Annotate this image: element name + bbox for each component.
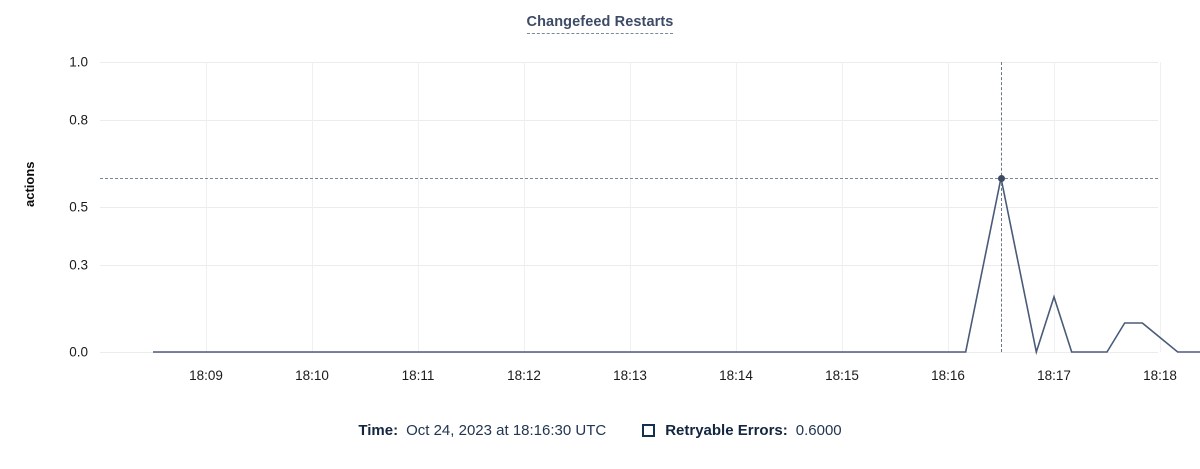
chart-title: Changefeed Restarts bbox=[0, 14, 1200, 34]
chart-title-text: Changefeed Restarts bbox=[526, 14, 674, 34]
chart-plot-area[interactable] bbox=[100, 62, 1200, 356]
x-axis-tick-label: 18:14 bbox=[719, 368, 753, 383]
x-axis-tick-label: 18:11 bbox=[401, 368, 435, 383]
gridline-vertical bbox=[948, 62, 949, 352]
y-axis-tick-label: 1.0 bbox=[69, 54, 88, 70]
y-axis-tick-label: 0.8 bbox=[69, 112, 88, 128]
gridline-vertical bbox=[312, 62, 313, 352]
legend-series-value: 0.6000 bbox=[795, 422, 842, 439]
gridline-vertical bbox=[418, 62, 419, 352]
footer-time-label: Time: bbox=[358, 422, 399, 439]
gridline-vertical bbox=[1160, 62, 1161, 352]
x-axis-tick-label: 18:17 bbox=[1037, 368, 1071, 383]
y-axis-title: actions bbox=[22, 161, 37, 207]
gridline-horizontal bbox=[100, 207, 1158, 208]
legend-checkbox-icon[interactable] bbox=[642, 424, 656, 437]
gridline-vertical bbox=[1054, 62, 1055, 352]
x-axis-tick-label: 18:15 bbox=[825, 368, 859, 383]
x-axis-tick-label: 18:10 bbox=[295, 368, 329, 383]
crosshair-point-marker bbox=[997, 174, 1005, 182]
gridline-horizontal bbox=[100, 265, 1158, 266]
legend-item-retryable-errors[interactable]: Retryable Errors: 0.6000 bbox=[642, 422, 842, 439]
gridline-vertical bbox=[206, 62, 207, 352]
gridline-vertical bbox=[842, 62, 843, 352]
x-axis-tick-label: 18:18 bbox=[1143, 368, 1177, 383]
gridline-vertical bbox=[630, 62, 631, 352]
y-axis-tick-label: 0.3 bbox=[69, 257, 88, 273]
y-axis-tick-label: 0.5 bbox=[69, 199, 88, 215]
footer-time-value: Oct 24, 2023 at 18:16:30 UTC bbox=[406, 422, 607, 439]
x-axis-tick-label: 18:13 bbox=[613, 368, 647, 383]
footer-time-group: Time: Oct 24, 2023 at 18:16:30 UTC bbox=[358, 422, 606, 439]
x-axis-tick-label: 18:09 bbox=[189, 368, 223, 383]
legend-series-label: Retryable Errors: bbox=[665, 422, 788, 439]
x-axis-tick-label: 18:12 bbox=[507, 368, 541, 383]
chart-series-layer bbox=[153, 177, 1200, 356]
gridline-vertical bbox=[736, 62, 737, 352]
gridline-horizontal bbox=[100, 120, 1158, 121]
y-axis-tick-label: 0.0 bbox=[69, 344, 88, 360]
gridline-horizontal bbox=[100, 62, 1158, 63]
crosshair-horizontal-line bbox=[100, 178, 1158, 179]
series-line-retryable-errors bbox=[153, 177, 1200, 356]
gridline-vertical bbox=[524, 62, 525, 352]
chart-footer: Time: Oct 24, 2023 at 18:16:30 UTC Retry… bbox=[0, 422, 1200, 439]
x-axis-tick-label: 18:16 bbox=[931, 368, 965, 383]
crosshair-vertical-line bbox=[1001, 62, 1002, 352]
